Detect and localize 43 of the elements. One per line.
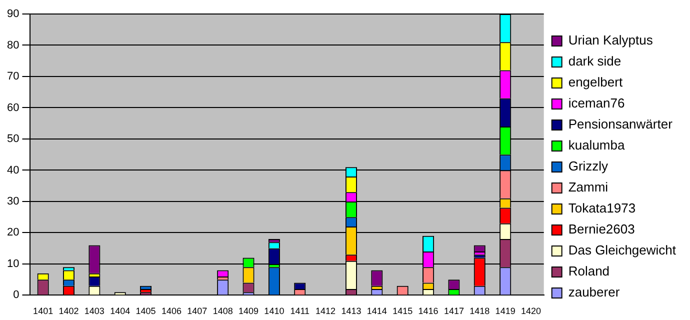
x-tick-label: 1408 [212,306,233,316]
legend-label: Grizzly [568,158,609,174]
x-tick-label: 1401 [33,306,54,316]
y-tick-label: 80 [6,39,20,52]
y-tick-label: 30 [6,196,20,208]
x-tick-label: 1420 [520,306,542,316]
x-tick-label: 1406 [161,306,182,316]
legend-label: kualumba [568,138,626,153]
x-tick-label: 1417 [444,306,464,316]
legend-label: engelbert [568,74,623,90]
x-tick-label: 1418 [470,306,490,316]
x-tick-label: 1416 [418,306,438,316]
y-tick-label: 90 [6,8,20,20]
x-tick-label: 1419 [495,306,516,316]
y-tick-label: 0 [13,289,20,302]
legend-label: Urian Kalyptus [568,32,654,48]
y-tick-label: 10 [6,258,20,270]
y-tick-label: 20 [6,226,20,239]
y-tick-label: 60 [6,102,20,114]
x-tick-label: 1411 [290,306,310,316]
x-tick-label: 1404 [110,306,130,316]
x-tick-label: 1414 [366,306,387,316]
y-tick-label: 40 [6,164,20,176]
x-tick-label: 1413 [341,306,362,316]
legend-label: Zammi [568,180,608,195]
x-tick-label: 1410 [264,306,284,316]
x-tick-label: 1412 [316,306,336,316]
x-tick-label: 1405 [136,306,156,316]
legend-label: Bernie2603 [568,222,635,237]
x-tick-label: 1402 [58,306,79,316]
legend-label: Tokata1973 [568,200,636,216]
legend-label: dark side [568,54,622,69]
x-tick-label: 1415 [392,306,413,316]
x-tick-label: 1407 [187,306,208,316]
legend-label: zauberer [568,284,620,300]
legend-label: Das Gleichgewicht [568,242,676,258]
legend-label: Pensionsanwärter [568,116,674,132]
legend-label: iceman76 [568,96,625,111]
y-tick-label: 70 [6,70,20,83]
x-tick-label: 1409 [238,306,259,316]
legend-label: Roland [568,264,610,279]
x-tick-label: 1403 [84,306,104,316]
y-tick-label: 50 [6,133,20,146]
